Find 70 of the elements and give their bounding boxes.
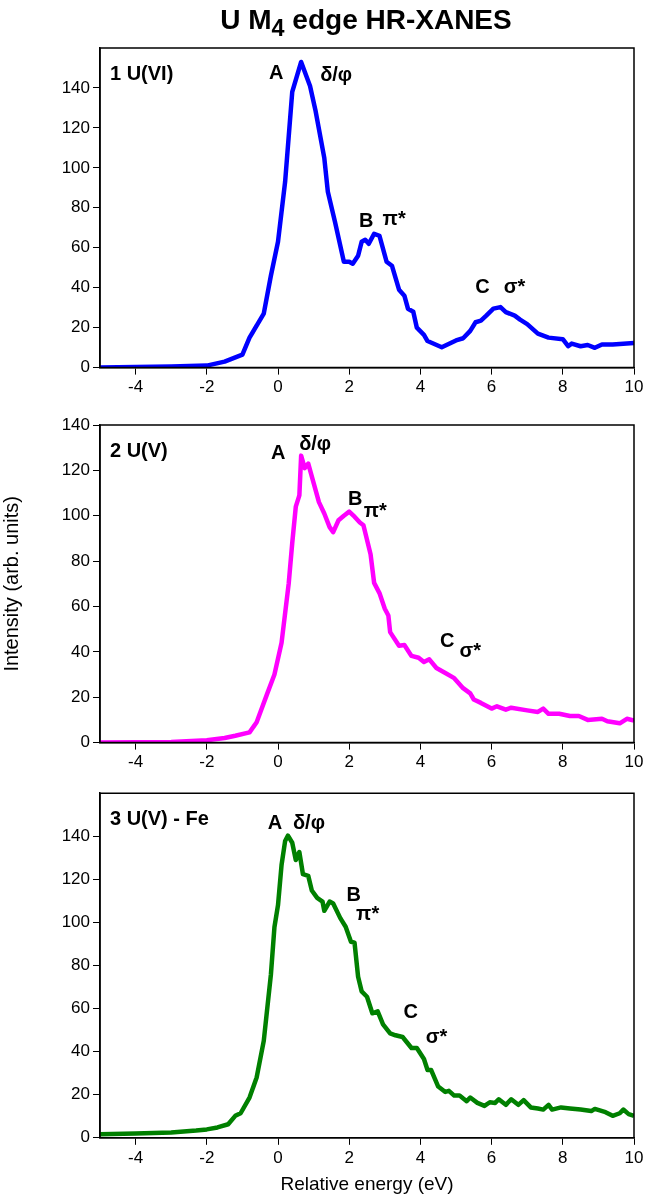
annotation: A <box>268 61 284 84</box>
x-tick-label: 4 <box>415 377 426 397</box>
annotation: A <box>267 811 283 834</box>
y-tick-label: 40 <box>71 277 90 297</box>
y-tick-label: 0 <box>80 732 90 752</box>
x-tick-label: -4 <box>128 1147 144 1167</box>
x-tick-label: 10 <box>624 1147 644 1167</box>
annotation: δ/φ <box>292 811 325 834</box>
y-tick-label: 60 <box>71 237 90 257</box>
annotation: δ/φ <box>320 63 353 86</box>
x-tick-label: 8 <box>558 377 568 397</box>
x-tick-label: 4 <box>415 752 426 772</box>
x-tick-label: 6 <box>486 752 497 772</box>
annotation: π* <box>363 499 387 522</box>
y-tick-label: 60 <box>71 596 90 616</box>
annotation: B <box>347 487 363 510</box>
y-tick-label: 80 <box>71 955 90 975</box>
x-tick-label: 2 <box>344 1147 354 1167</box>
y-tick-label: 60 <box>71 998 90 1018</box>
y-tick-label: 20 <box>71 317 90 337</box>
annotation: C <box>403 999 418 1022</box>
y-axis-title: Intensity (arb. units) <box>0 495 22 672</box>
x-tick-label: 6 <box>486 1147 497 1167</box>
annotation: 1 U(VI) <box>110 61 174 84</box>
y-tick-label: 100 <box>61 912 90 932</box>
y-tick-label: 80 <box>71 550 90 570</box>
annotation: σ* <box>425 1024 448 1047</box>
annotation: C <box>475 274 490 297</box>
y-tick-label: 140 <box>61 414 90 434</box>
y-tick-label: 20 <box>71 686 90 706</box>
y-tick-label: 120 <box>61 460 90 480</box>
x-tick-label: -2 <box>199 752 215 772</box>
chart-title: U M$_{4}$ edge HR-XANES <box>219 4 513 42</box>
annotation: σ* <box>459 639 482 662</box>
x-tick-label: -2 <box>199 377 215 397</box>
y-tick-label: 20 <box>71 1084 90 1104</box>
annotation: A <box>270 441 286 464</box>
annotation: 3 U(V) - Fe <box>110 806 209 829</box>
y-tick-label: 40 <box>71 641 90 661</box>
x-tick-label: -2 <box>199 1147 215 1167</box>
y-tick-label: 100 <box>61 157 90 177</box>
x-tick-label: 2 <box>344 752 354 772</box>
annotation: B <box>358 209 374 232</box>
x-axis-title: Relative energy (eV) <box>280 1172 454 1194</box>
x-tick-label: 6 <box>486 377 497 397</box>
y-tick-label: 100 <box>61 505 90 525</box>
x-tick-label: 0 <box>273 377 283 397</box>
y-tick-label: 0 <box>80 357 90 377</box>
y-tick-label: 120 <box>61 117 90 137</box>
annotation: π* <box>382 207 406 230</box>
x-tick-label: -4 <box>128 377 144 397</box>
annotation: δ/φ <box>299 432 332 455</box>
annotation: σ* <box>503 274 526 297</box>
y-tick-label: 80 <box>71 197 90 217</box>
x-tick-label: 0 <box>273 1147 283 1167</box>
x-tick-label: 10 <box>624 752 644 772</box>
y-tick-label: 140 <box>61 825 90 845</box>
y-tick-label: 0 <box>80 1127 90 1147</box>
y-tick-label: 40 <box>71 1041 90 1061</box>
x-tick-label: 8 <box>558 1147 568 1167</box>
x-tick-label: 2 <box>344 377 354 397</box>
annotation: C <box>440 629 455 652</box>
y-tick-label: 120 <box>61 869 90 889</box>
x-tick-label: 0 <box>273 752 283 772</box>
x-tick-label: -4 <box>128 752 144 772</box>
x-tick-label: 8 <box>558 752 568 772</box>
y-tick-label: 140 <box>61 77 90 97</box>
annotation: 2 U(V) <box>110 438 168 461</box>
x-tick-label: 10 <box>624 377 644 397</box>
x-tick-label: 4 <box>415 1147 426 1167</box>
